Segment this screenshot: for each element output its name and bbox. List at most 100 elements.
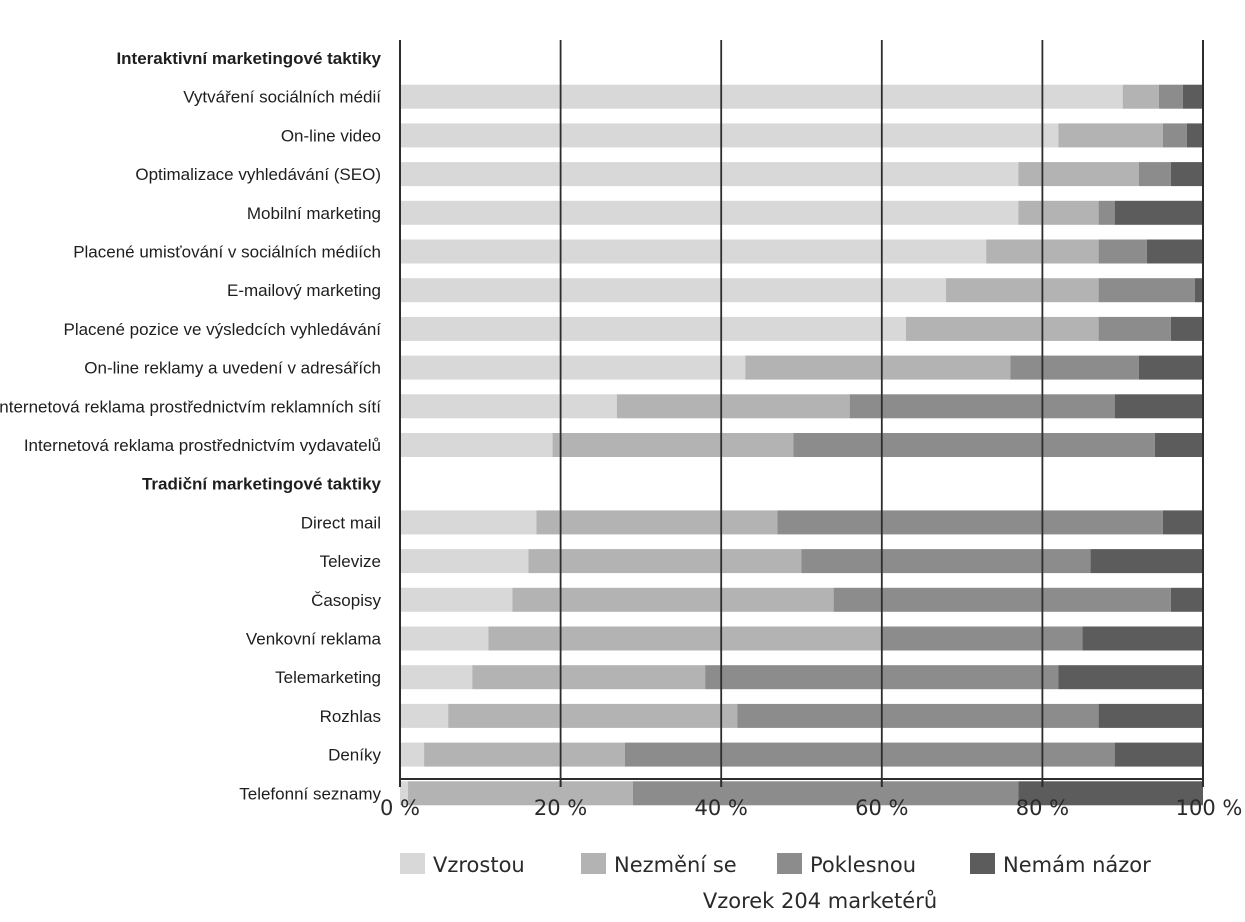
bar-segment-1 [400,162,1019,187]
bar-segment-4 [1114,200,1203,225]
legend-label: Nezmění se [614,853,737,877]
bar-segment-1 [400,394,617,419]
category-label: Mobilní marketing [247,204,381,223]
bar-segment-4 [1058,665,1203,690]
bar-segment-3 [624,742,1115,767]
bar-segment-4 [1154,433,1203,457]
bar-segment-2 [488,626,882,651]
bar-segment-4 [1194,278,1203,303]
x-tick-label: 80 % [1016,796,1069,820]
bar-segment-4 [1146,239,1203,264]
category-label: Placené umisťování v sociálních médiích [73,243,381,262]
bar-segment-3 [1098,239,1147,264]
bar-segment-2 [552,433,794,457]
category-label: Optimalizace vyhledávání (SEO) [135,165,381,184]
bar-segment-1 [400,781,409,806]
bar-segment-4 [1090,549,1203,574]
bar-segment-3 [1098,278,1195,303]
category-label: Placené pozice ve výsledcích vyhledávání [63,320,381,339]
bar-segment-1 [400,316,906,341]
bar-segment-4 [1170,162,1203,187]
bar-segment-3 [849,394,1115,419]
bar-segment-3 [1098,200,1115,225]
bar-segment-3 [737,703,1099,728]
category-label: Televize [320,552,381,571]
bar-segment-1 [400,433,553,457]
bar-segment-3 [1138,162,1171,187]
bar-segment-3 [801,549,1091,574]
bar-segment-2 [1018,162,1139,187]
bar-segment-2 [1018,200,1099,225]
category-label: Vytváření sociálních médií [183,88,381,107]
legend-swatch [581,853,606,874]
legend-label: Nemám názor [1003,853,1151,877]
bar-segment-1 [400,84,1123,109]
category-label: Direct mail [301,513,381,532]
bar-segment-1 [400,355,746,380]
category-label: Rozhlas [320,707,381,726]
bar-segment-2 [424,742,625,767]
bar-segment-1 [400,665,473,690]
bar-segment-1 [400,626,489,651]
bar-segment-2 [616,394,850,419]
bar-segment-1 [400,742,425,767]
group-label: Tradiční marketingové taktiky [142,475,382,494]
bar-segment-3 [793,433,1155,457]
bar-segment-3 [881,626,1083,651]
legend-label: Poklesnou [810,853,916,877]
bar-segment-1 [400,200,1019,225]
legend-swatch [777,853,802,874]
group-label: Interaktivní marketingové taktiky [116,49,381,68]
bar-segment-3 [833,587,1171,612]
category-label: On-line reklamy a uvedení v adresářích [84,359,381,378]
category-label: Internetová reklama prostřednictvím rekl… [0,397,381,416]
bar-segment-4 [1098,703,1203,728]
bar-segment-1 [400,587,513,612]
category-label: Telefonní seznamy [239,784,381,803]
bar-segment-4 [1114,742,1203,767]
bar-segment-4 [1162,510,1203,535]
bar-segment-1 [400,123,1059,148]
x-tick-label: 60 % [855,796,908,820]
bar-segment-3 [1010,355,1139,380]
category-label: Internetová reklama prostřednictvím vyda… [24,436,381,455]
bar-segment-3 [777,510,1163,535]
bar-segment-4 [1186,123,1203,148]
sample-note: Vzorek 204 marketérů [703,889,937,913]
x-tick-label: 100 % [1176,796,1243,820]
bar-segment-4 [1170,587,1203,612]
bar-segment-3 [1098,316,1171,341]
bar-segment-2 [745,355,1011,380]
legend-label: Vzrostou [433,853,525,877]
bar-segment-3 [1162,123,1187,148]
category-label: Venkovní reklama [246,630,382,649]
category-label: On-line video [281,126,381,145]
x-tick-label: 0 % [380,796,420,820]
bar-segment-2 [408,781,633,806]
legend-swatch [400,853,425,874]
bar-segment-2 [946,278,1099,303]
bar-segment-4 [1182,84,1203,109]
bar-segment-2 [1058,123,1163,148]
bar-segment-2 [528,549,802,574]
category-label: E-mailový marketing [227,281,381,300]
bar-segment-2 [512,587,834,612]
bar-segment-3 [1158,84,1183,109]
bar-segment-4 [1138,355,1203,380]
bar-segment-2 [448,703,738,728]
legend-swatch [970,853,995,874]
bar-segment-2 [1122,84,1159,109]
x-tick-label: 40 % [695,796,748,820]
bar-segment-4 [1170,316,1203,341]
bar-segment-4 [1082,626,1203,651]
category-label: Telemarketing [275,668,381,687]
bar-segment-2 [536,510,778,535]
bar-segment-4 [1114,394,1203,419]
bar-segment-1 [400,549,529,574]
bar-segment-2 [905,316,1099,341]
x-tick-label: 20 % [534,796,587,820]
bar-segment-1 [400,239,987,264]
category-label: Deníky [328,746,381,765]
bar-segment-1 [400,703,449,728]
